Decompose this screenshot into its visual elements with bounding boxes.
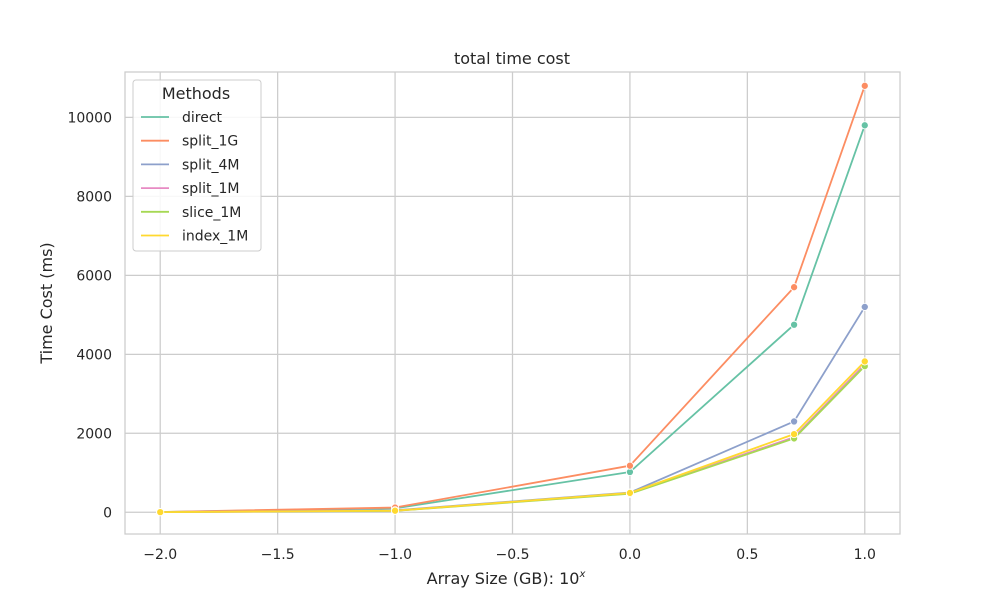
legend-entry: split_1G — [141, 134, 238, 150]
x-tick-label: −2.0 — [143, 547, 177, 563]
legend-entry: slice_1M — [141, 205, 241, 221]
y-axis: 0 2000 4000 6000 8000 10000 — [67, 110, 112, 521]
legend-title: Methods — [162, 84, 230, 103]
x-tick-label: 0.0 — [619, 547, 641, 563]
data-point — [790, 430, 799, 439]
x-axis-title: Array Size (GB): 10x — [427, 569, 586, 588]
legend-label: split_1M — [182, 181, 239, 197]
data-point — [625, 461, 634, 470]
data-point — [860, 81, 869, 90]
data-point — [860, 302, 869, 311]
legend-label: split_1G — [182, 134, 238, 150]
y-tick-label: 10000 — [67, 110, 112, 126]
legend-label: slice_1M — [182, 205, 241, 221]
x-axis: −2.0 −1.5 −1.0 −0.5 0.0 0.5 1.0 — [143, 547, 876, 563]
y-tick-label: 0 — [103, 505, 112, 521]
data-point — [860, 121, 869, 130]
legend-label: split_4M — [182, 157, 239, 173]
x-tick-label: 1.0 — [854, 547, 876, 563]
y-tick-label: 2000 — [76, 426, 112, 442]
x-tick-label: −0.5 — [496, 547, 530, 563]
legend-entry: direct — [141, 110, 223, 126]
data-point — [790, 283, 799, 292]
x-tick-label: −1.0 — [378, 547, 412, 563]
data-point — [790, 320, 799, 329]
legend-label: index_1M — [182, 229, 248, 245]
legend-entries: direct split_1G split_4M split_1M slice_1Min… — [141, 110, 248, 245]
data-point — [391, 506, 400, 515]
data-point — [156, 508, 165, 517]
legend: Methods direct split_1G split_4M split_1Msl… — [132, 79, 262, 252]
legend-entry: index_1M — [141, 229, 248, 245]
y-tick-label: 6000 — [76, 268, 112, 284]
data-point — [625, 488, 634, 497]
series-layer — [156, 81, 869, 517]
y-tick-label: 4000 — [76, 347, 112, 363]
legend-entry: split_1M — [141, 181, 239, 197]
chart-title: total time cost — [454, 49, 570, 68]
legend-label: direct — [182, 110, 223, 126]
x-tick-label: 0.5 — [736, 547, 758, 563]
legend-entry: split_4M — [141, 157, 239, 173]
data-point — [860, 357, 869, 366]
legend-frame — [132, 79, 262, 252]
x-axis-title-text: Array Size (GB): 10 — [427, 569, 580, 588]
y-tick-label: 8000 — [76, 189, 112, 205]
x-axis-title-superscript: x — [578, 569, 585, 580]
data-point — [790, 417, 799, 426]
x-tick-label: −1.5 — [261, 547, 295, 563]
series-index_1M — [156, 357, 869, 517]
y-axis-title: Time Cost (ms) — [37, 242, 56, 364]
